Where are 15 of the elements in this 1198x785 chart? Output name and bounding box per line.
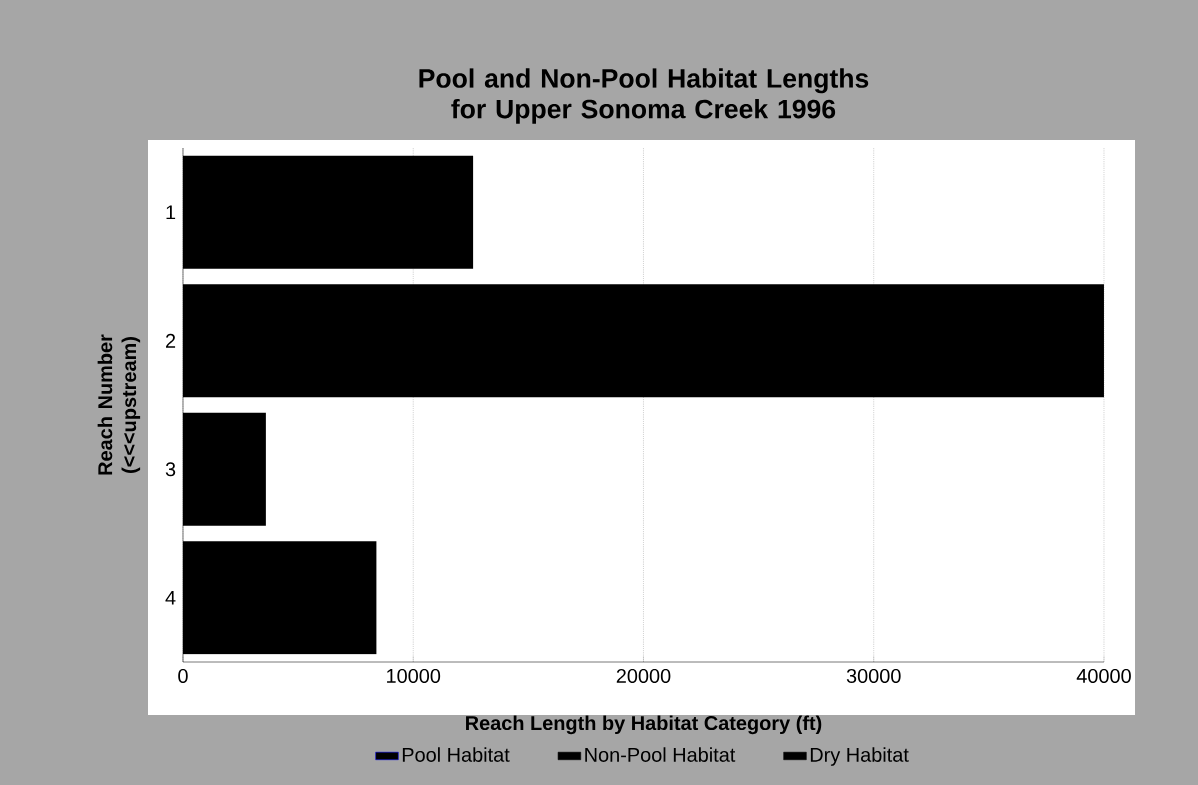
- legend-label: Pool Habitat: [402, 747, 510, 762]
- x-tick-label: 10000: [387, 668, 441, 684]
- x-tick-label: 20000: [616, 668, 671, 684]
- legend-label: Dry Habitat: [810, 747, 909, 766]
- x-tick-label: 30000: [846, 668, 901, 684]
- chart-title: Pool and Non-Pool Habitat Lengths for Upper Sonoma Creek 1996: [419, 68, 869, 124]
- y-tick-label: 2: [166, 333, 176, 348]
- x-tick-label: 40000: [1076, 668, 1131, 684]
- x-tick-label: 0: [178, 668, 188, 684]
- y-tick-label: 3: [165, 462, 176, 477]
- y-tick-label: 1: [166, 205, 176, 220]
- y-tick-label: 4: [165, 590, 176, 605]
- y-axis-title: Reach Number (<<<upstream): [97, 334, 141, 475]
- x-axis-title: Reach Length by Habitat Category (ft): [466, 715, 822, 735]
- legend-label: Non-Pool Habitat: [585, 747, 736, 762]
